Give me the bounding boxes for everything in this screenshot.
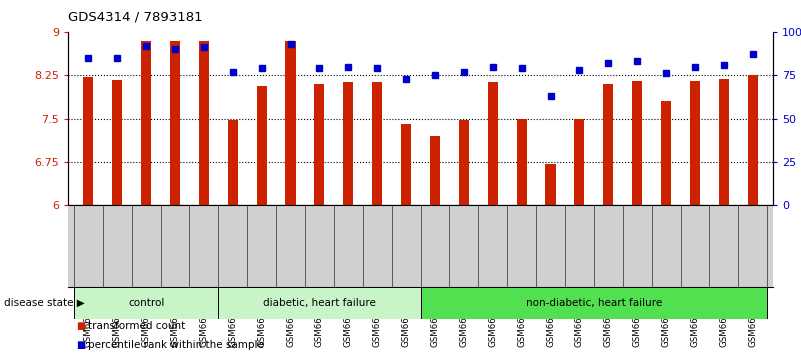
Bar <box>661 101 671 205</box>
Text: transformed count: transformed count <box>88 321 185 331</box>
Bar <box>488 82 497 205</box>
Text: GDS4314 / 7893181: GDS4314 / 7893181 <box>68 11 203 24</box>
Bar <box>314 84 324 205</box>
Text: percentile rank within the sample: percentile rank within the sample <box>88 340 264 350</box>
Bar <box>344 82 353 205</box>
Bar <box>421 287 767 319</box>
Bar <box>574 119 585 205</box>
Bar <box>545 164 556 205</box>
Text: non-diabetic, heart failure: non-diabetic, heart failure <box>525 298 662 308</box>
Text: disease state ▶: disease state ▶ <box>4 298 85 308</box>
Bar <box>219 287 421 319</box>
Bar <box>690 81 700 205</box>
Text: ■: ■ <box>76 321 86 331</box>
Text: diabetic, heart failure: diabetic, heart failure <box>263 298 376 308</box>
Text: ■: ■ <box>76 340 86 350</box>
Bar <box>747 75 758 205</box>
Bar <box>170 41 180 205</box>
Bar <box>256 86 267 205</box>
Bar <box>401 124 411 205</box>
Bar <box>517 119 527 205</box>
Bar <box>199 41 209 205</box>
Bar <box>83 77 94 205</box>
Bar <box>632 81 642 205</box>
Bar <box>603 84 614 205</box>
Bar <box>372 82 382 205</box>
Bar <box>285 41 296 205</box>
Text: control: control <box>128 298 164 308</box>
Bar <box>141 41 151 205</box>
Bar <box>459 120 469 205</box>
Bar <box>430 136 440 205</box>
Bar <box>112 80 123 205</box>
Bar <box>74 287 219 319</box>
Bar <box>718 79 729 205</box>
Bar <box>227 120 238 205</box>
